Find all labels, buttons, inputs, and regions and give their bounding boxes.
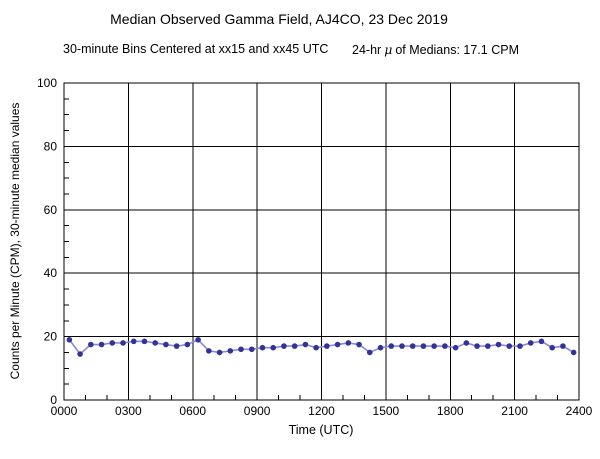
- data-point: [570, 349, 577, 356]
- data-point: [238, 346, 244, 353]
- chart-title: Median Observed Gamma Field, AJ4CO, 23 D…: [110, 11, 448, 27]
- chart-subtitle-mean: 24-hr μ of Medians: 17.1 CPM: [352, 42, 519, 57]
- data-point: [452, 344, 459, 351]
- x-tick-label: 2400: [566, 404, 593, 418]
- x-tick-label: 1200: [308, 404, 335, 418]
- data-point: [313, 344, 319, 351]
- data-point: [388, 343, 395, 349]
- data-point: [474, 343, 480, 349]
- x-tick-label: 0300: [115, 404, 142, 418]
- data-point: [324, 343, 330, 349]
- x-tick-label: 2100: [501, 404, 528, 418]
- mu-symbol: μ: [384, 42, 393, 57]
- data-point: [485, 343, 491, 349]
- data-point: [366, 349, 373, 356]
- data-point: [152, 340, 158, 346]
- data-point: [356, 341, 362, 348]
- data-point: [420, 343, 427, 349]
- x-tick-label: 0000: [51, 404, 78, 418]
- data-point: [88, 341, 94, 348]
- data-point: [527, 340, 534, 346]
- data-point: [506, 343, 513, 349]
- chart-subtitle-bins: 30-minute Bins Centered at xx15 and xx45…: [63, 42, 329, 56]
- data-point: [281, 343, 287, 349]
- x-tick-label: 1500: [373, 404, 400, 418]
- data-point: [216, 349, 223, 356]
- data-point: [130, 338, 137, 345]
- data-point: [98, 341, 105, 348]
- data-point: [227, 348, 234, 354]
- data-point: [259, 344, 266, 351]
- data-point: [141, 338, 148, 345]
- data-point: [463, 340, 470, 346]
- data-point: [270, 344, 277, 351]
- data-point: [120, 340, 126, 346]
- data-point: [66, 336, 73, 343]
- plot-frame: [63, 82, 580, 401]
- y-tick-label: 100: [37, 76, 57, 90]
- data-point: [377, 344, 384, 351]
- data-point: [206, 348, 212, 354]
- data-point: [399, 343, 405, 349]
- y-tick-label: 0: [50, 393, 57, 407]
- data-point: [248, 346, 255, 353]
- data-point: [538, 338, 545, 345]
- mean-label-prefix: 24-hr: [352, 43, 382, 57]
- data-point: [560, 343, 566, 349]
- y-tick-label: 20: [44, 330, 58, 344]
- data-point: [163, 341, 169, 348]
- data-point: [291, 343, 298, 349]
- data-point: [195, 336, 201, 343]
- data-point: [345, 340, 352, 346]
- data-point: [109, 340, 116, 346]
- data-point: [517, 343, 523, 349]
- y-tick-label: 40: [44, 266, 58, 280]
- y-tick-label: 80: [44, 139, 58, 153]
- data-point: [334, 341, 341, 348]
- mean-label-suffix: of Medians: 17.1 CPM: [395, 43, 519, 57]
- x-tick-label: 0900: [244, 404, 271, 418]
- data-point: [495, 341, 502, 348]
- data-point: [409, 343, 416, 349]
- x-axis-label: Time (UTC): [288, 423, 354, 437]
- data-point: [77, 351, 83, 357]
- data-point: [302, 341, 309, 348]
- data-point: [184, 341, 191, 348]
- data-point: [549, 344, 555, 351]
- data-point: [431, 343, 437, 349]
- y-tick-label: 60: [44, 203, 58, 217]
- x-tick-label: 1800: [437, 404, 464, 418]
- data-point: [442, 343, 448, 349]
- x-tick-label: 0600: [179, 404, 206, 418]
- data-point: [173, 343, 180, 349]
